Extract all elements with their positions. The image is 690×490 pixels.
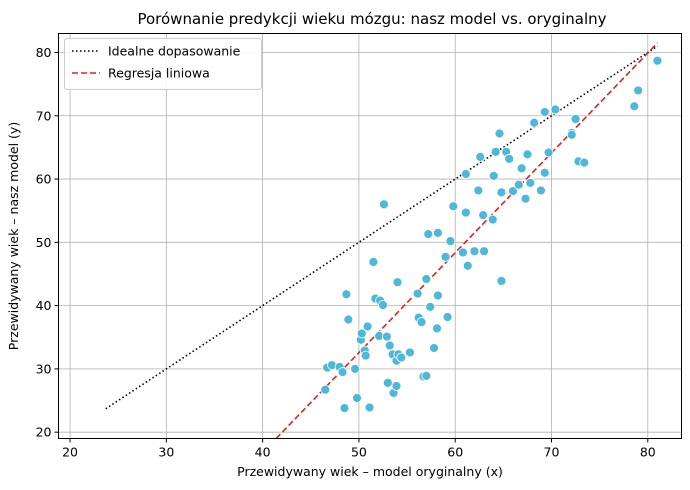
data-point [416,317,427,327]
data-point [460,169,471,179]
data-point [550,104,561,115]
data-point [529,117,540,128]
data-point [343,314,354,325]
data-point [391,381,402,391]
y-tick-label: 50 [36,235,52,250]
data-point [382,377,393,388]
y-tick-label: 20 [36,425,52,440]
data-point [392,277,403,288]
data-point [445,236,456,246]
data-point [629,101,640,112]
data-point [475,151,486,162]
data-point [522,149,533,160]
data-point [478,210,489,221]
y-tick-label: 80 [36,45,52,60]
data-point [440,251,451,262]
legend-ideal-label: Idealne dopasowanie [108,44,241,59]
data-point [368,257,379,267]
x-axis-ticks: 20 30 40 50 60 70 80 [62,438,656,460]
data-point [508,186,518,196]
data-point [429,343,439,353]
data-point [352,393,362,403]
x-tick-label: 60 [447,445,463,460]
data-point [469,246,480,257]
y-tick-label: 30 [36,361,52,376]
data-point [496,276,507,286]
data-point [381,331,392,342]
data-point [633,85,644,96]
data-points [320,55,663,414]
chart-title: Porównanie predykcji wieku mózgu: nasz m… [137,10,606,28]
y-axis-label: Przewidywany wiek – nasz model (y) [6,122,21,350]
x-tick-label: 40 [255,445,271,460]
data-point [339,403,350,414]
data-point [421,274,432,284]
data-point [432,323,442,334]
grid [58,33,682,439]
regression-line [275,42,659,440]
reference-lines [105,42,659,440]
data-point [458,247,468,258]
data-point [539,107,550,117]
x-axis-label: Przewidywany wiek – model oryginalny (x) [237,464,503,479]
data-point [320,384,331,395]
y-tick-label: 60 [36,172,52,187]
data-point [525,177,536,188]
data-point [496,187,507,198]
data-point [490,146,501,157]
data-point [350,363,360,374]
data-point [520,193,531,204]
y-tick-label: 70 [36,108,52,123]
x-tick-label: 20 [62,445,78,460]
data-point [378,300,388,310]
data-point [513,179,524,190]
data-point [504,153,515,164]
x-tick-label: 30 [158,445,174,460]
data-point [570,114,581,124]
y-tick-label: 40 [36,298,52,313]
data-point [432,290,443,301]
data-point [536,185,546,196]
data-point [566,129,577,140]
data-point [423,229,434,240]
legend: Idealne dopasowanie Regresja liniowa [64,38,262,90]
data-point [462,260,473,271]
data-point [488,170,499,181]
data-point [579,157,590,168]
x-tick-label: 50 [351,445,367,460]
data-point [432,227,443,238]
legend-regression-label: Regresja liniowa [108,66,210,81]
data-point [442,312,453,322]
x-tick-label: 70 [544,445,560,460]
data-point [539,167,550,178]
data-point [337,367,348,377]
data-point [405,347,415,358]
data-point [384,340,395,351]
data-point [516,163,527,174]
data-point [487,214,498,225]
data-point [379,199,389,210]
data-point [421,370,432,381]
plot-frame [58,33,682,439]
x-tick-label: 80 [640,445,656,460]
y-axis-ticks: 20 30 40 50 60 70 80 [36,45,59,440]
data-point [494,128,505,139]
data-point [396,352,407,363]
ideal-fit-line [105,45,658,410]
data-point [448,201,459,212]
data-point [412,288,423,299]
data-point [652,55,663,66]
data-point [364,402,375,413]
data-point [362,321,373,332]
data-point [460,207,471,218]
data-point [425,301,436,312]
data-point [479,246,490,257]
data-point [543,147,554,158]
data-point [341,289,352,300]
data-point [356,328,367,339]
data-point [360,350,371,361]
data-point [473,185,484,196]
legend-box [64,38,262,90]
